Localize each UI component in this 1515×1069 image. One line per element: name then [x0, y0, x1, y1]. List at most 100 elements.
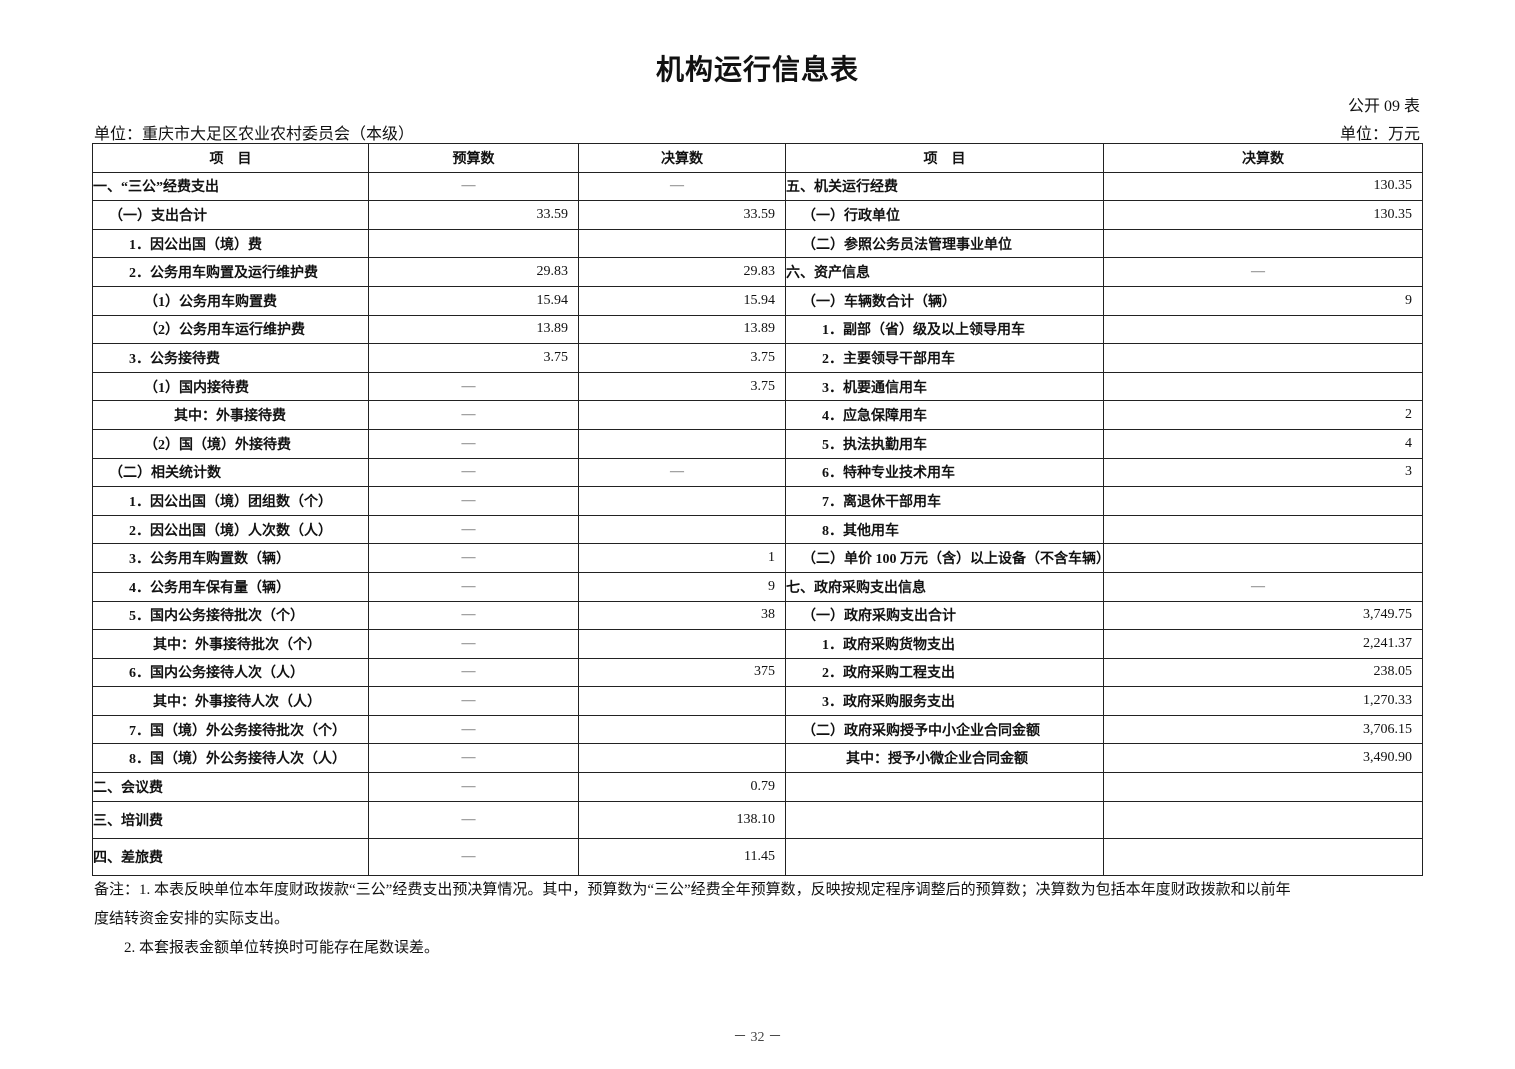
table-row: 3．公务用车购置数（辆） —1 （二）单价 100 万元（含）以上设备（不含车辆） — [92, 543, 1423, 573]
budget-value: — — [368, 743, 579, 774]
table-row: （二）相关统计数 — —6．特种专业技术用车 3 — [92, 457, 1423, 488]
table-row: 二、会议费 —0.79 — [92, 772, 1423, 802]
budget-value: — — [368, 714, 579, 745]
item-label-2: 4．应急保障用车 — [785, 400, 1104, 430]
final-value: 33.59 — [578, 200, 786, 230]
final-value: 29.83 — [578, 257, 786, 287]
item-label-2: 5．执法执勤用车 — [785, 428, 1104, 459]
final-value: 11.45 — [578, 837, 786, 876]
item-label: （二）相关统计数 — [92, 457, 369, 488]
item-label-2: 其中：授予小微企业合同金额 — [785, 743, 1104, 774]
item-label-2: 七、政府采购支出信息 — [785, 571, 1104, 602]
final-value: 1 — [578, 543, 786, 573]
table-row: 1．因公出国（境）团组数（个） — 7．离退休干部用车 — [92, 486, 1423, 516]
final-value: 3.75 — [578, 371, 786, 402]
item-label-2: 6．特种专业技术用车 — [785, 457, 1104, 488]
table-row: 1．因公出国（境）费 （二）参照公务员法管理事业单位 — [92, 228, 1423, 259]
final-value — [578, 714, 786, 745]
item-label-2: （二）参照公务员法管理事业单位 — [785, 228, 1104, 259]
item-label-2: 1．副部（省）级及以上领导用车 — [785, 314, 1104, 345]
table-row: 7．国（境）外公务接待批次（个） — （二）政府采购授予中小企业合同金额 3,706.… — [92, 714, 1423, 745]
item-label: 3．公务接待费 — [92, 343, 369, 373]
budget-value: — — [368, 629, 579, 659]
final-value-2: — — [1103, 257, 1423, 287]
final-value-2 — [1103, 314, 1423, 345]
table-row: （1）公务用车购置费 15.94 15.94 （一）车辆数合计（辆） 9 — [92, 285, 1423, 316]
final-value-2: 2,241.37 — [1103, 629, 1423, 659]
final-value: 138.10 — [578, 800, 786, 839]
final-value-2: 3 — [1103, 457, 1423, 488]
final-value-2 — [1103, 837, 1423, 876]
budget-value: — — [368, 657, 579, 688]
item-label: 3．公务用车购置数（辆） — [92, 543, 369, 573]
budget-value: — — [368, 571, 579, 602]
final-value — [578, 486, 786, 516]
final-value-2: — — [1103, 571, 1423, 602]
table-row: 2．因公出国（境）人次数（人） — 8．其他用车 — [92, 514, 1423, 545]
header-item-2: 项 目 — [785, 143, 1104, 173]
item-label: 其中：外事接待批次（个） — [92, 629, 369, 659]
budget-value: — — [368, 543, 579, 573]
final-value-2 — [1103, 800, 1423, 839]
final-value-2 — [1103, 514, 1423, 545]
table-row: （一）支出合计 33.59 33.59 （一）行政单位 130.35 — [92, 200, 1423, 230]
table-row: 3．公务接待费 3.75 3.75 2．主要领导干部用车 — [92, 343, 1423, 373]
budget-value: — — [368, 457, 579, 488]
final-value-2: 3,749.75 — [1103, 600, 1423, 631]
organization-unit: 单位：重庆市大足区农业农村委员会（本级） — [94, 126, 415, 143]
item-label-2: （一）行政单位 — [785, 200, 1104, 230]
final-value — [578, 400, 786, 430]
budget-value — [368, 228, 579, 259]
budget-value: — — [368, 486, 579, 516]
item-label-2: 五、机关运行经费 — [785, 171, 1104, 202]
final-value-2 — [1103, 543, 1423, 573]
final-value — [578, 686, 786, 716]
final-value-2: 9 — [1103, 285, 1423, 316]
budget-value: 15.94 — [368, 285, 579, 316]
final-value-2: 238.05 — [1103, 657, 1423, 688]
item-label: （1）国内接待费 — [92, 371, 369, 402]
table-row: 8．国（境）外公务接待人次（人） — 其中：授予小微企业合同金额 3,490.90 — [92, 743, 1423, 774]
final-value-2 — [1103, 228, 1423, 259]
item-label-2 — [785, 837, 1104, 876]
item-label: 8．国（境）外公务接待人次（人） — [92, 743, 369, 774]
budget-value: — — [368, 800, 579, 839]
budget-value: — — [368, 772, 579, 802]
final-value — [578, 228, 786, 259]
final-value: — — [578, 171, 786, 202]
item-label-2: 1．政府采购货物支出 — [785, 629, 1104, 659]
final-value — [578, 514, 786, 545]
note-line-3: 2. 本套报表金额单位转换时可能存在尾数误差。 — [94, 940, 440, 956]
final-value-2: 2 — [1103, 400, 1423, 430]
table-row: 一、“三公”经费支出 — — 五、机关运行经费 130.35 — [92, 171, 1423, 202]
form-number: 公开 09 表 — [1347, 98, 1420, 115]
info-table: 项 目 预算数 决算数 项 目 决算数 一、“三公”经费支出 — — 五、机关运行经费… — [92, 143, 1423, 876]
header-budget: 预算数 — [368, 143, 579, 173]
page-number: － 32 － — [733, 1030, 782, 1045]
item-label: 二、会议费 — [92, 772, 369, 802]
budget-value: 33.59 — [368, 200, 579, 230]
final-value: — — [578, 457, 786, 488]
item-label-2: 2．政府采购工程支出 — [785, 657, 1104, 688]
final-value — [578, 629, 786, 659]
header-final-2: 决算数 — [1103, 143, 1423, 173]
final-value: 38 — [578, 600, 786, 631]
budget-value: — — [368, 837, 579, 876]
table-row: 2．公务用车购置及运行维护费 29.83 29.83 六、资产信息 — — [92, 257, 1423, 287]
final-value — [578, 743, 786, 774]
item-label-2: （一）车辆数合计（辆） — [785, 285, 1104, 316]
budget-value: — — [368, 371, 579, 402]
budget-value: — — [368, 686, 579, 716]
item-label: 一、“三公”经费支出 — [92, 171, 369, 202]
page-title: 机构运行信息表 — [655, 55, 859, 86]
final-value: 375 — [578, 657, 786, 688]
budget-value: — — [368, 171, 579, 202]
item-label-2: 3．机要通信用车 — [785, 371, 1104, 402]
item-label: 其中：外事接待人次（人） — [92, 686, 369, 716]
budget-value: 29.83 — [368, 257, 579, 287]
item-label: （一）支出合计 — [92, 200, 369, 230]
final-value-2: 130.35 — [1103, 171, 1423, 202]
table-row: （1）国内接待费 —3.75 3．机要通信用车 — [92, 371, 1423, 402]
item-label: 7．国（境）外公务接待批次（个） — [92, 714, 369, 745]
